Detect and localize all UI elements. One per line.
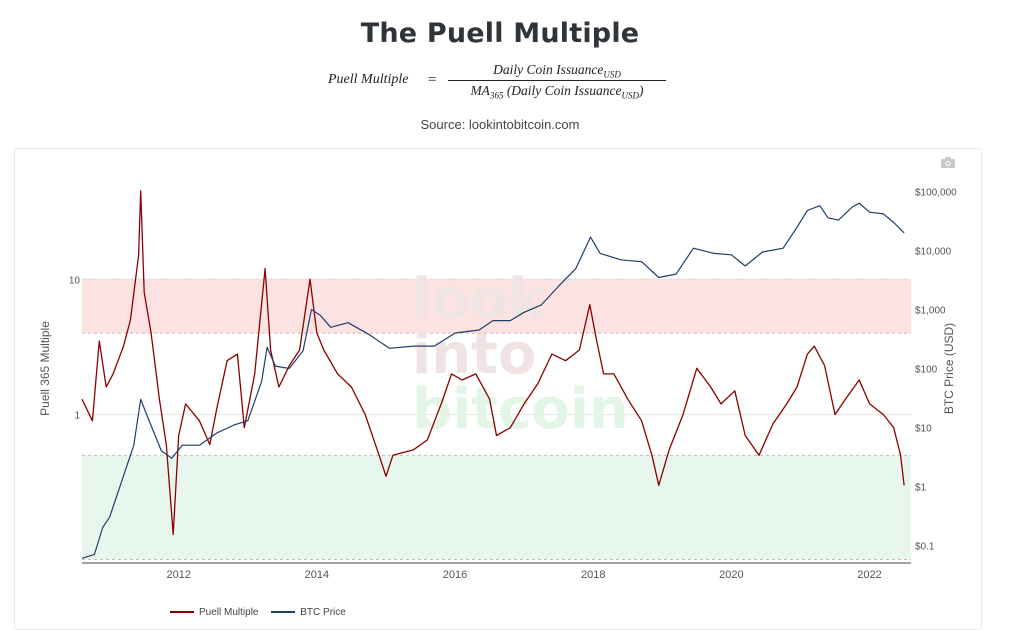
x-tick-label-2014: 2014 — [305, 569, 329, 581]
y-right-axis-title: BTC Price (USD) — [942, 323, 956, 414]
formula-fraction-bar — [448, 80, 666, 81]
legend-swatch-btc — [271, 611, 296, 614]
legend-label-puell: Puell Multiple — [199, 607, 259, 618]
camera-icon[interactable] — [941, 157, 955, 168]
formula-denominator-sub: USD — [621, 90, 640, 101]
series-line-btc-price — [81, 202, 905, 559]
formula-numerator-sub: USD — [603, 69, 621, 80]
band-high — [82, 279, 911, 334]
series-line-puell — [81, 190, 905, 536]
formula-denominator-close: ) — [639, 83, 644, 98]
x-tick-label-2020: 2020 — [719, 569, 743, 581]
x-tick-label-2012: 2012 — [166, 569, 190, 581]
x-tick-label-2016: 2016 — [443, 569, 467, 581]
y-left-tick-label-1: 1 — [74, 411, 80, 422]
band-low — [82, 455, 911, 560]
y-right-tick-label-$10: $10 — [915, 423, 932, 434]
watermark-word-0: look — [412, 267, 547, 332]
x-tick-label-2022: 2022 — [857, 569, 881, 581]
legend: Puell Multiple BTC Price — [170, 607, 356, 618]
legend-item-puell[interactable]: Puell Multiple — [170, 607, 258, 618]
legend-label-btc: BTC Price — [300, 607, 346, 618]
formula-denominator-prefix-sub: 365 — [489, 90, 504, 101]
formula-denominator: MA365 (Daily Coin IssuanceUSD) — [448, 83, 666, 101]
watermark-word-1: into — [412, 322, 536, 387]
x-tick-label-2018: 2018 — [581, 569, 605, 581]
formula-denominator-body: (Daily Coin Issuance — [506, 83, 622, 98]
formula-numerator-text: Daily Coin Issuance — [493, 62, 604, 77]
y-left-axis-title: Puell 365 Multiple — [38, 321, 52, 416]
legend-swatch-puell — [170, 611, 194, 614]
formula-denominator-prefix: MA — [470, 83, 490, 98]
y-right-tick-label-$100,000: $100,000 — [915, 188, 957, 199]
y-right-tick-label-$1,000: $1,000 — [915, 306, 946, 317]
page-title: The Puell Multiple — [360, 18, 640, 49]
formula-lhs: Puell Multiple — [328, 72, 409, 87]
formula-equals: = — [428, 72, 437, 88]
y-right-tick-label-$0.1: $0.1 — [915, 541, 935, 552]
source-text: Source: lookintobitcoin.com — [420, 117, 580, 132]
y-left-tick-label-10: 10 — [69, 275, 81, 286]
y-right-tick-label-$10,000: $10,000 — [915, 247, 952, 258]
formula-numerator: Daily Coin IssuanceUSD — [448, 62, 666, 80]
y-right-tick-label-$1: $1 — [915, 482, 927, 493]
y-right-tick-label-$100: $100 — [915, 365, 938, 376]
legend-item-btc[interactable]: BTC Price — [271, 607, 346, 618]
